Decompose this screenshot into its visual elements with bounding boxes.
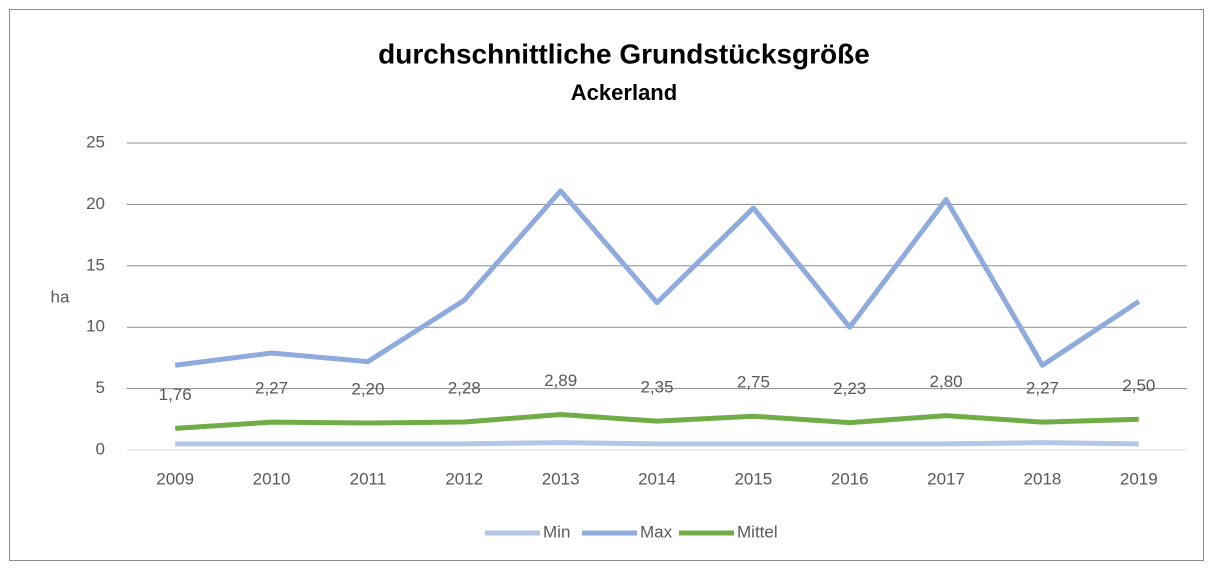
series-line [175, 440, 1139, 447]
x-tick-label: 2016 [831, 469, 869, 488]
data-label: 2,50 [1122, 376, 1155, 395]
x-tick-label: 2013 [542, 469, 580, 488]
x-tick-label: 2010 [253, 469, 291, 488]
chart-border [9, 9, 1204, 561]
chart-title: durchschnittliche Grundstücksgröße [378, 38, 870, 69]
data-label: 2,75 [737, 373, 770, 392]
data-label: 2,89 [544, 371, 577, 390]
legend-label: Min [543, 522, 570, 541]
y-tick-label: 5 [96, 378, 105, 397]
data-label: 2,27 [255, 379, 288, 398]
x-tick-label: 2011 [350, 469, 387, 488]
data-label: 2,23 [833, 379, 866, 398]
series-line [175, 412, 1139, 431]
legend-label: Mittel [737, 522, 778, 541]
y-tick-label: 15 [86, 255, 105, 274]
y-tick-label: 0 [96, 439, 105, 458]
data-label: 2,20 [351, 379, 384, 398]
legend-label: Max [640, 522, 673, 541]
x-tick-label: 2015 [734, 469, 772, 488]
data-label: 2,28 [448, 378, 481, 397]
y-tick-label: 20 [86, 194, 105, 213]
y-axis-title: ha [51, 287, 70, 306]
data-label: 2,80 [930, 372, 963, 391]
x-tick-label: 2018 [1024, 469, 1062, 488]
x-tick-label: 2009 [156, 469, 194, 488]
y-tick-label: 10 [86, 317, 105, 336]
y-tick-label: 25 [86, 132, 105, 151]
data-label: 2,27 [1026, 379, 1059, 398]
x-tick-label: 2019 [1120, 469, 1158, 488]
series-line [174, 188, 1141, 368]
x-tick-label: 2017 [927, 469, 965, 488]
chart-subtitle: Ackerland [571, 80, 677, 105]
data-label: 1,76 [159, 385, 192, 404]
x-tick-label: 2014 [638, 469, 676, 488]
data-label: 2,35 [640, 378, 673, 397]
x-tick-label: 2012 [445, 469, 483, 488]
